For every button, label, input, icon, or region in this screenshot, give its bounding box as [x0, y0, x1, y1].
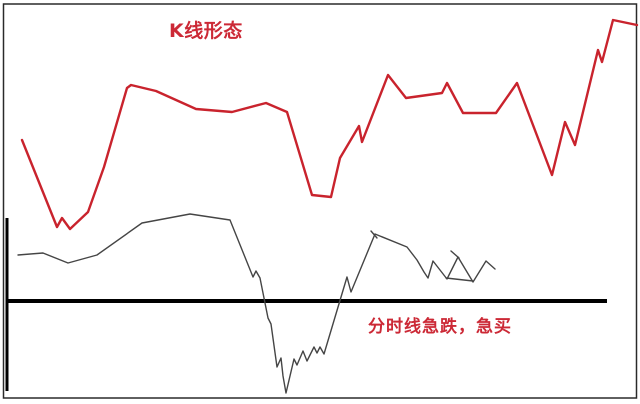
image-border: [2, 3, 638, 399]
kline-series-path: [20, 18, 639, 231]
triangle-apex-tick: [450, 250, 460, 259]
chart-title: K线形态: [169, 20, 243, 42]
annotation-buy-note: 分时线急跌，急买: [368, 317, 512, 337]
minute-peak-tick: [370, 230, 378, 239]
consolidation-triangle-base: [445, 277, 474, 282]
minute-line-path: [17, 213, 496, 394]
